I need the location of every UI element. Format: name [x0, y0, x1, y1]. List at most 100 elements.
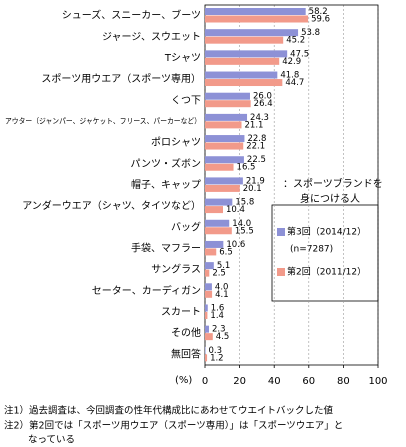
- value-label: 2.3: [212, 325, 226, 335]
- annotation: 身につける人: [300, 192, 360, 205]
- bar: [205, 29, 299, 37]
- value-label: 41.8: [280, 71, 299, 81]
- bar: [205, 156, 244, 164]
- bar: [205, 325, 209, 333]
- category-label: ポロシャツ: [151, 137, 201, 149]
- value-label: 15.8: [235, 198, 254, 208]
- value-label: 42.9: [282, 57, 301, 67]
- value-label: 4.5: [216, 332, 230, 342]
- bar: [205, 71, 278, 79]
- bar: [205, 290, 213, 298]
- bar: [205, 50, 288, 58]
- value-label: 58.2: [309, 7, 328, 17]
- x-axis-label: (%): [175, 375, 192, 386]
- category-label: パンツ・ズボン: [131, 157, 202, 170]
- legend-box: [271, 204, 379, 302]
- value-label: 1.6: [211, 303, 225, 313]
- value-label: 6.5: [219, 247, 233, 257]
- legend-note: (n=7287): [290, 245, 333, 255]
- legend-swatch: [277, 228, 285, 236]
- x-tick-label: 20: [233, 376, 246, 387]
- category-label: バッグ: [171, 220, 201, 233]
- bar: [205, 304, 208, 312]
- category-label: シューズ、スニーカー、ブーツ: [62, 9, 201, 22]
- bar: [205, 135, 245, 143]
- category-label: Tシャツ: [164, 53, 201, 64]
- category-label: 手袋、マフラー: [131, 242, 201, 255]
- value-label: 1.4: [210, 311, 224, 321]
- category-label: 帽子、キャップ: [131, 178, 201, 191]
- bar: [205, 346, 206, 354]
- value-label: 20.1: [243, 184, 262, 194]
- value-label: 14.0: [232, 219, 251, 229]
- value-label: 10.4: [226, 205, 245, 215]
- bar: [205, 248, 217, 256]
- value-label: 10.6: [226, 240, 245, 250]
- value-label: 0.3: [209, 346, 223, 356]
- bar: [205, 79, 283, 87]
- value-label: 22.1: [246, 142, 265, 152]
- value-label: 44.7: [285, 78, 304, 88]
- x-tick-label: 80: [337, 376, 350, 387]
- x-tick-label: 60: [302, 376, 315, 387]
- annotation: ：スポーツブランドを: [283, 177, 383, 190]
- value-label: 5.1: [217, 261, 231, 271]
- bar: [205, 184, 240, 192]
- category-label: 無回答: [171, 347, 201, 360]
- value-label: 24.3: [250, 113, 269, 123]
- value-label: 16.5: [237, 163, 256, 173]
- bar: [205, 8, 306, 15]
- value-label: 4.0: [215, 282, 229, 292]
- bar: [205, 163, 234, 171]
- bar: [205, 269, 210, 277]
- legend-label: 第2回（2011/12）: [287, 266, 366, 278]
- legend-swatch: [277, 268, 285, 276]
- bar: [205, 354, 208, 362]
- category-label: セーター、カーディガン: [92, 284, 201, 297]
- value-label: 22.8: [247, 134, 266, 144]
- bar: [205, 177, 243, 185]
- value-label: 53.8: [301, 28, 320, 38]
- footnote: 注2）第2回では「スポーツ用ウエア（スポーツ専用）」は「スポーツウエア」と: [4, 420, 343, 432]
- value-label: 4.1: [215, 290, 229, 300]
- bar: [205, 142, 244, 150]
- category-label: ジャージ、スウエット: [102, 31, 201, 43]
- bar: [205, 121, 242, 129]
- bar: [205, 262, 214, 270]
- value-label: 15.5: [235, 226, 254, 236]
- value-label: 59.6: [311, 15, 330, 25]
- value-label: 45.2: [286, 36, 305, 46]
- bar: [205, 198, 233, 206]
- value-label: 26.0: [253, 92, 272, 102]
- bar: [205, 57, 280, 65]
- category-label: くつ下: [171, 95, 201, 106]
- bar: [205, 240, 224, 248]
- footnote: 注1）過去調査は、今回調査の性年代構成比にあわせてウエイトバックした値: [4, 405, 334, 417]
- value-label: 21.9: [246, 176, 265, 186]
- value-label: 26.4: [254, 99, 273, 109]
- bar: [205, 227, 232, 235]
- value-label: 21.1: [245, 120, 264, 130]
- category-label: その他: [171, 326, 201, 339]
- category-label: アンダーウエア（シャツ、タイツなど）: [22, 199, 201, 212]
- value-label: 2.5: [212, 269, 226, 279]
- category-label: スポーツ用ウエア（スポーツ専用）: [41, 73, 201, 85]
- category-label: サングラス: [151, 263, 201, 276]
- category-label: アウター（ジャンパー、ジャケット、フリース、パーカーなど）: [5, 116, 201, 125]
- bar: [205, 219, 230, 227]
- bar: [205, 15, 309, 23]
- x-tick-label: 40: [268, 376, 281, 387]
- footnote: なっている: [28, 435, 75, 446]
- category-label: スカート: [161, 306, 201, 318]
- bar: [205, 206, 223, 214]
- legend-label: 第3回（2014/12）: [287, 226, 366, 238]
- bar: [205, 113, 248, 121]
- value-label: 47.5: [290, 49, 309, 59]
- value-label: 22.5: [247, 155, 266, 165]
- bar: [205, 333, 213, 341]
- value-label: 1.2: [210, 353, 224, 363]
- bar: [205, 283, 212, 291]
- bar: [205, 311, 208, 319]
- bar: [205, 36, 284, 44]
